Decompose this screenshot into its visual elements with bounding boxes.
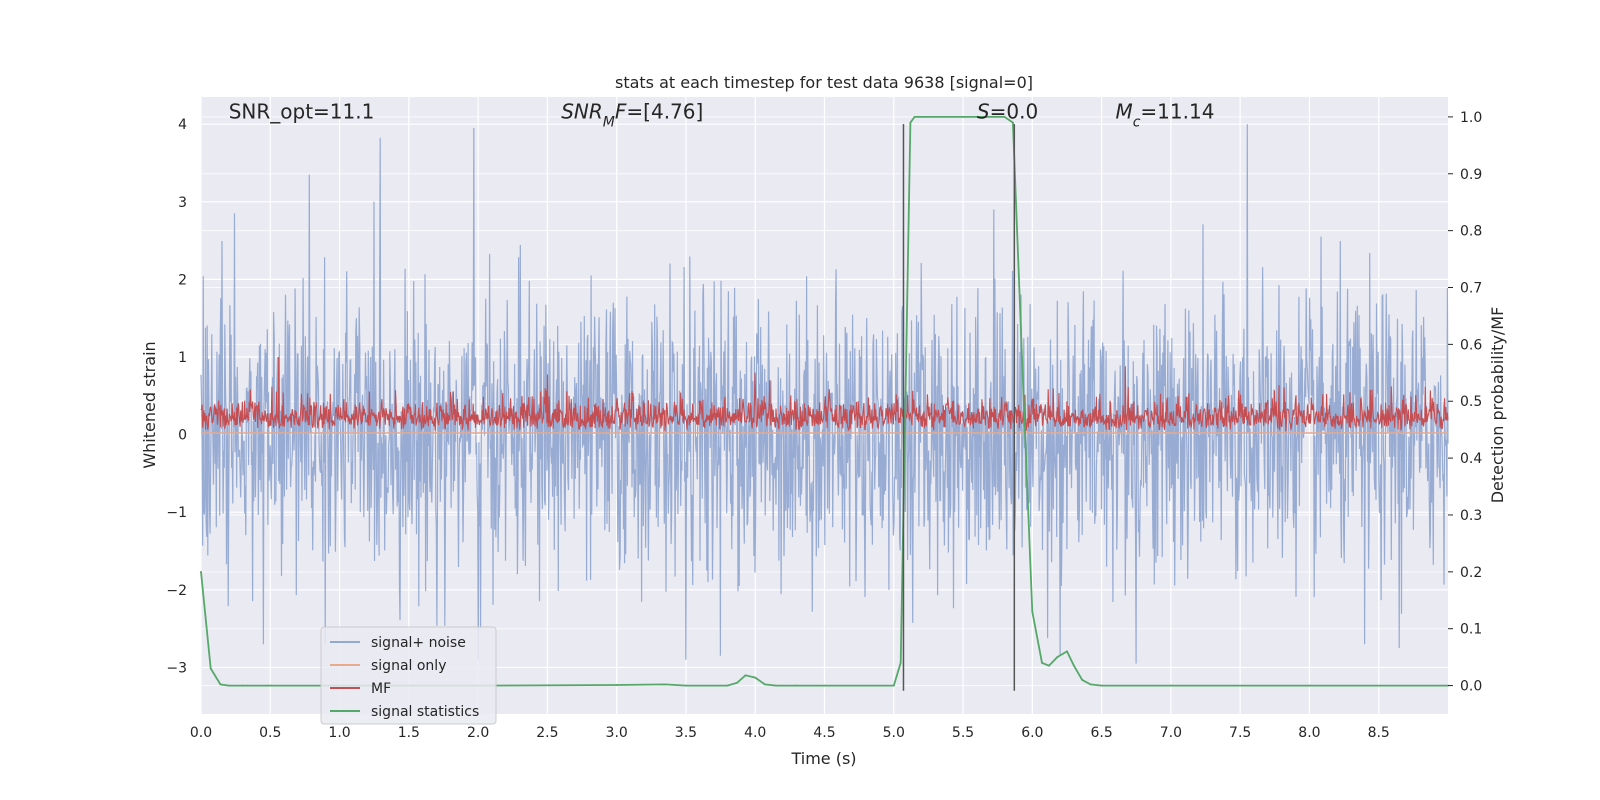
signal-statistics-point <box>241 684 244 687</box>
y-right-tick-label: 0.1 <box>1460 622 1482 638</box>
y-right-tick-label: 0.3 <box>1460 508 1482 524</box>
signal-statistics-point <box>962 116 964 118</box>
signal-statistics-point <box>1100 684 1103 687</box>
x-tick-label: 5.5 <box>952 725 974 741</box>
y-right-tick-label: 0.9 <box>1460 167 1482 183</box>
signal-statistics-point <box>899 661 902 664</box>
x-tick-label: 8.5 <box>1368 725 1390 741</box>
x-tick-label: 3.0 <box>606 725 628 741</box>
annotation-2: S=0.0 <box>977 99 1038 123</box>
vertical-lines <box>902 124 1016 691</box>
legend: signal+ noise signal only MF signal statist… <box>320 626 497 725</box>
signal-statistics-point <box>892 684 895 687</box>
x-axis-label: Time (s) <box>790 749 856 768</box>
y-axis-right-ticks: 0.0 0.1 0.2 0.3 0.4 0.5 0.6 0.7 0.8 0.9 1.0 <box>1448 110 1482 695</box>
signal-statistics-point <box>764 683 766 686</box>
signal-statistics-point <box>909 121 912 124</box>
signal-statistics-point <box>754 676 757 679</box>
signal-statistics-point <box>1089 683 1092 686</box>
signal-statistics-point <box>219 683 222 686</box>
signal-statistics-point <box>615 684 618 686</box>
signal-statistics-point <box>1169 684 1172 687</box>
annotation-3: Mc=11.14 <box>1115 99 1214 130</box>
signal-statistics-point <box>1056 656 1059 659</box>
x-tick-label: 0.0 <box>190 725 212 741</box>
legend-label: signal only <box>371 658 446 674</box>
legend-label: MF <box>371 681 391 697</box>
x-tick-label: 3.5 <box>675 725 697 741</box>
signal-statistics-point <box>1012 121 1014 124</box>
y-axis-ticks: −3 −2 −1 0 1 2 3 4 <box>166 117 187 676</box>
signal-statistics-point <box>1021 371 1024 374</box>
y-tick-label: 3 <box>178 195 187 211</box>
annotation-1: SNRMF=[4.76] <box>561 99 703 130</box>
series-mf-line <box>200 356 1449 432</box>
signal-statistics-point <box>685 684 687 687</box>
signal-statistics-point <box>726 684 729 687</box>
signal-statistics-point <box>1308 684 1311 687</box>
x-tick-label: 7.0 <box>1160 725 1182 741</box>
y-right-tick-label: 0.6 <box>1460 337 1482 353</box>
signal-statistics-point <box>736 681 739 684</box>
signal-statistics-point <box>1081 678 1084 681</box>
x-axis-ticks: 0.0 0.5 1.0 1.5 2.0 2.5 3.0 3.5 4.0 4.5 5.0 5.5 6.0 6… <box>190 725 1390 741</box>
signal-statistics-point <box>227 684 230 687</box>
signal-statistics-point <box>1003 116 1006 118</box>
signal-statistics-point <box>775 684 777 687</box>
y-tick-label: −3 <box>166 660 187 676</box>
x-tick-label: 6.0 <box>1021 725 1043 741</box>
signal-statistics-point <box>1031 610 1034 613</box>
signal-statistics-point <box>744 674 747 677</box>
x-tick-label: 7.5 <box>1229 725 1251 741</box>
y-tick-label: 0 <box>178 428 187 444</box>
signal-statistics-point <box>1066 650 1068 653</box>
signal-statistics-point <box>1073 664 1075 667</box>
y-right-tick-label: 0.2 <box>1460 565 1482 581</box>
legend-label: signal statistics <box>371 704 479 720</box>
signal-statistics-point <box>1041 661 1043 664</box>
y-right-tick-label: 1.0 <box>1460 110 1482 126</box>
annotation-0: SNR_opt=11.1 <box>229 99 375 123</box>
legend-label: signal+ noise <box>371 635 466 651</box>
x-tick-label: 2.0 <box>467 725 489 741</box>
x-tick-label: 0.5 <box>259 725 281 741</box>
y-tick-label: −2 <box>166 583 187 599</box>
signal-statistics-point <box>795 684 798 687</box>
y-axis-right-label: Detection probability/MF <box>1488 307 1507 504</box>
legend-items: signal+ noise signal only MF signal statist… <box>330 635 479 720</box>
x-tick-label: 8.0 <box>1298 725 1320 741</box>
y-axis-label: Whitened strain <box>140 341 159 468</box>
x-tick-label: 4.5 <box>813 725 835 741</box>
signal-statistics-point <box>664 683 667 686</box>
y-right-tick-label: 0.7 <box>1460 281 1482 297</box>
signal-statistics-point <box>209 667 212 670</box>
annotations: SNR_opt=11.1 SNRMF=[4.76] S=0.0 Mc=11.14 <box>229 99 1215 130</box>
y-tick-label: 1 <box>178 350 187 366</box>
x-tick-label: 1.0 <box>328 725 350 741</box>
signal-statistics-point <box>920 116 923 118</box>
signal-statistics-point <box>200 570 202 573</box>
y-right-tick-label: 0.4 <box>1460 451 1482 467</box>
legend-box <box>320 626 497 725</box>
y-tick-label: 2 <box>178 272 187 288</box>
signal-statistics-point <box>823 684 826 687</box>
signal-statistics-point <box>913 116 916 118</box>
signal-statistics-point <box>269 684 272 687</box>
chart-title: stats at each timestep for test data 963… <box>615 73 1033 92</box>
x-tick-label: 4.0 <box>744 725 766 741</box>
signal-statistics-point <box>1048 664 1050 667</box>
x-tick-label: 1.5 <box>398 725 420 741</box>
y-right-tick-label: 0.0 <box>1460 679 1482 695</box>
series-signal-noise-line <box>200 124 1449 664</box>
x-tick-label: 6.5 <box>1090 725 1112 741</box>
y-right-tick-label: 0.5 <box>1460 394 1482 410</box>
x-tick-label: 2.5 <box>536 725 558 741</box>
y-tick-label: −1 <box>166 505 187 521</box>
y-tick-label: 4 <box>178 117 187 133</box>
y-right-tick-label: 0.8 <box>1460 224 1482 240</box>
x-tick-label: 5.0 <box>883 725 905 741</box>
